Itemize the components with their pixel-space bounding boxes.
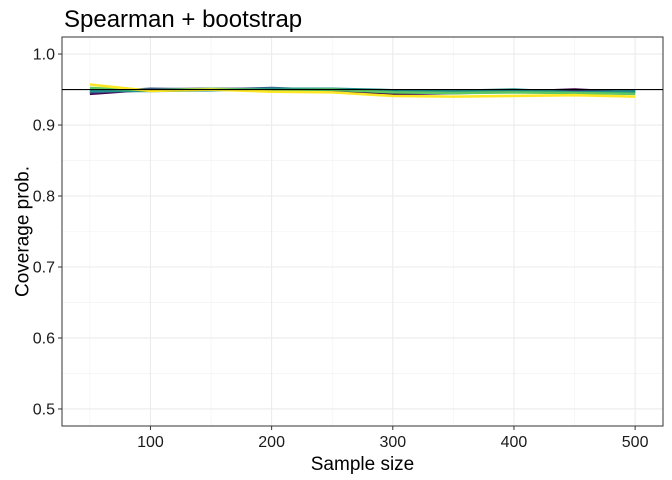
y-axis-ticks: 0.5 0.6 0.7 0.8 0.9 1.0 [33, 47, 62, 418]
x-axis-ticks: 100 200 300 400 500 [137, 426, 649, 451]
y-tick-label: 0.5 [33, 401, 55, 418]
y-tick-label: 0.8 [33, 189, 55, 206]
y-tick-label: 0.7 [33, 259, 55, 276]
y-tick-label: 0.6 [33, 330, 55, 347]
x-tick-label: 400 [501, 434, 528, 451]
x-tick-label: 200 [258, 434, 285, 451]
x-axis-title: Sample size [311, 454, 415, 475]
chart-title: Spearman + bootstrap [64, 6, 302, 33]
x-tick-label: 500 [622, 434, 649, 451]
x-tick-label: 300 [379, 434, 406, 451]
x-tick-label: 100 [137, 434, 164, 451]
series-line-5 [89, 83, 636, 98]
plot-panel-border [61, 36, 664, 427]
y-tick-label: 0.9 [33, 118, 55, 135]
y-tick-label: 1.0 [33, 47, 55, 64]
grid-lines [62, 37, 663, 426]
y-axis-title: Coverage prob. [13, 166, 34, 297]
